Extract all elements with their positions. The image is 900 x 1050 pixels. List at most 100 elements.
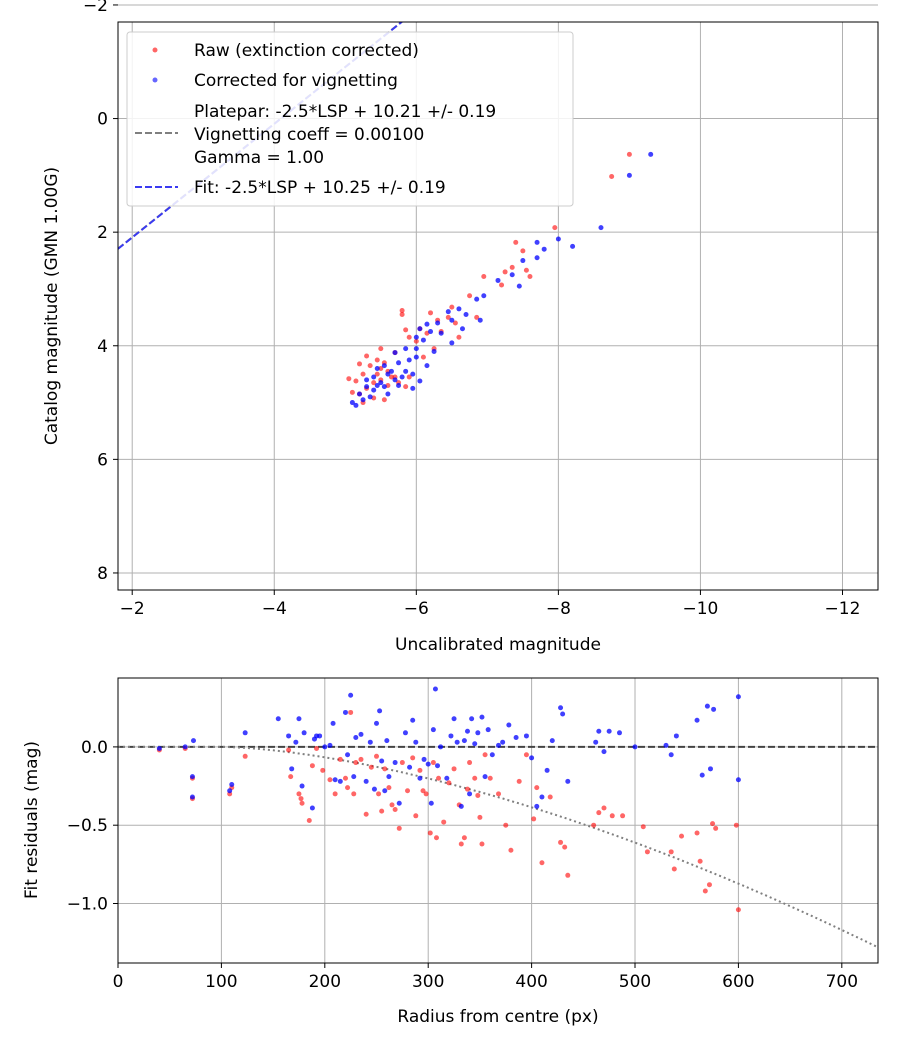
corrected-point: [445, 309, 451, 315]
corrected-point: [479, 714, 485, 720]
y-tick-label: −2: [83, 0, 108, 16]
corrected-point: [378, 380, 384, 386]
corrected-point: [242, 730, 248, 736]
x-tick-label: 700: [826, 972, 858, 992]
raw-point: [441, 819, 447, 825]
corrected-point: [367, 739, 373, 745]
corrected-point: [454, 739, 460, 745]
bottom-grid: [117, 678, 878, 963]
corrected-point: [481, 293, 487, 299]
raw-point: [694, 830, 700, 836]
corrected-point: [182, 744, 188, 750]
y-tick-label: 2: [97, 223, 108, 243]
raw-point: [360, 371, 366, 377]
corrected-point: [735, 694, 741, 700]
corrected-point: [626, 172, 632, 178]
corrected-point: [345, 752, 351, 758]
corrected-point: [534, 255, 540, 261]
legend-box: [126, 31, 574, 207]
corrected-point: [438, 330, 444, 336]
corrected-point: [482, 774, 488, 780]
corrected-point: [598, 225, 604, 231]
raw-point: [320, 767, 326, 773]
corrected-point: [348, 692, 354, 698]
corrected-point: [385, 371, 391, 377]
raw-point: [363, 811, 369, 817]
corrected-point: [500, 739, 506, 745]
x-tick-label: −6: [404, 599, 429, 619]
raw-point: [430, 760, 436, 766]
corrected-point: [413, 354, 419, 360]
corrected-point: [286, 733, 292, 739]
corrected-point: [413, 739, 419, 745]
raw-point: [710, 821, 716, 827]
corrected-point: [410, 371, 416, 377]
top-x-ticks: −2 −4 −6 −8 −10 −12: [120, 590, 860, 619]
corrected-point: [565, 778, 571, 784]
corrected-point: [451, 716, 457, 722]
bottom-axes-frame: [117, 677, 879, 964]
corrected-point: [509, 272, 515, 278]
legend-raw-label: Raw (extinction corrected): [194, 41, 419, 61]
raw-point: [381, 397, 387, 403]
corrected-point: [317, 733, 323, 739]
raw-point: [299, 800, 305, 806]
corrected-point: [516, 283, 522, 289]
bottom-scatter-points: [156, 686, 741, 913]
corrected-point: [456, 306, 462, 312]
corrected-point: [616, 730, 622, 736]
raw-point: [668, 849, 674, 855]
raw-point: [482, 752, 488, 758]
corrected-point: [385, 391, 391, 397]
raw-point: [378, 346, 384, 352]
corrected-point: [301, 730, 307, 736]
legend-corrected-marker: [152, 77, 158, 83]
legend-platepar-line1: Platepar: -2.5*LSP + 10.21 +/- 0.19: [194, 102, 496, 122]
corrected-point: [435, 320, 441, 326]
raw-point: [456, 334, 462, 340]
raw-point: [513, 239, 519, 245]
corrected-point: [417, 378, 423, 384]
corrected-point: [417, 775, 423, 781]
bottom-y-axis-label: Fit residuals (mag): [22, 741, 42, 899]
raw-point: [467, 293, 473, 299]
corrected-point: [699, 772, 705, 778]
x-tick-label: 400: [515, 972, 547, 992]
raw-point: [406, 334, 412, 340]
x-tick-label: −10: [682, 599, 718, 619]
raw-point: [502, 269, 508, 275]
raw-point: [534, 785, 540, 791]
raw-point: [379, 808, 385, 814]
raw-point: [382, 766, 388, 772]
corrected-point: [496, 742, 502, 748]
raw-point: [458, 841, 464, 847]
corrected-point: [541, 246, 547, 252]
corrected-point: [539, 794, 545, 800]
corrected-point: [704, 703, 710, 709]
raw-point: [346, 376, 352, 382]
corrected-point: [189, 794, 195, 800]
corrected-point: [570, 243, 576, 249]
raw-point: [451, 766, 457, 772]
raw-point: [596, 810, 602, 816]
raw-point: [337, 756, 343, 762]
corrected-point: [381, 363, 387, 369]
raw-point: [374, 371, 380, 377]
raw-point: [399, 312, 405, 318]
corrected-point: [421, 756, 427, 762]
raw-point: [286, 747, 292, 753]
corrected-point: [353, 735, 359, 741]
corrected-point: [425, 761, 431, 767]
raw-point: [609, 813, 615, 819]
corrected-point: [388, 368, 394, 374]
corrected-point: [275, 716, 281, 722]
raw-point: [601, 805, 607, 811]
corrected-point: [374, 383, 380, 389]
corrected-point: [374, 365, 380, 371]
corrected-point: [477, 317, 483, 323]
raw-point: [477, 814, 483, 820]
y-tick-label: 0: [97, 110, 108, 130]
raw-point: [452, 320, 458, 326]
corrected-point: [489, 752, 495, 758]
y-tick-label: −0.5: [67, 816, 108, 836]
